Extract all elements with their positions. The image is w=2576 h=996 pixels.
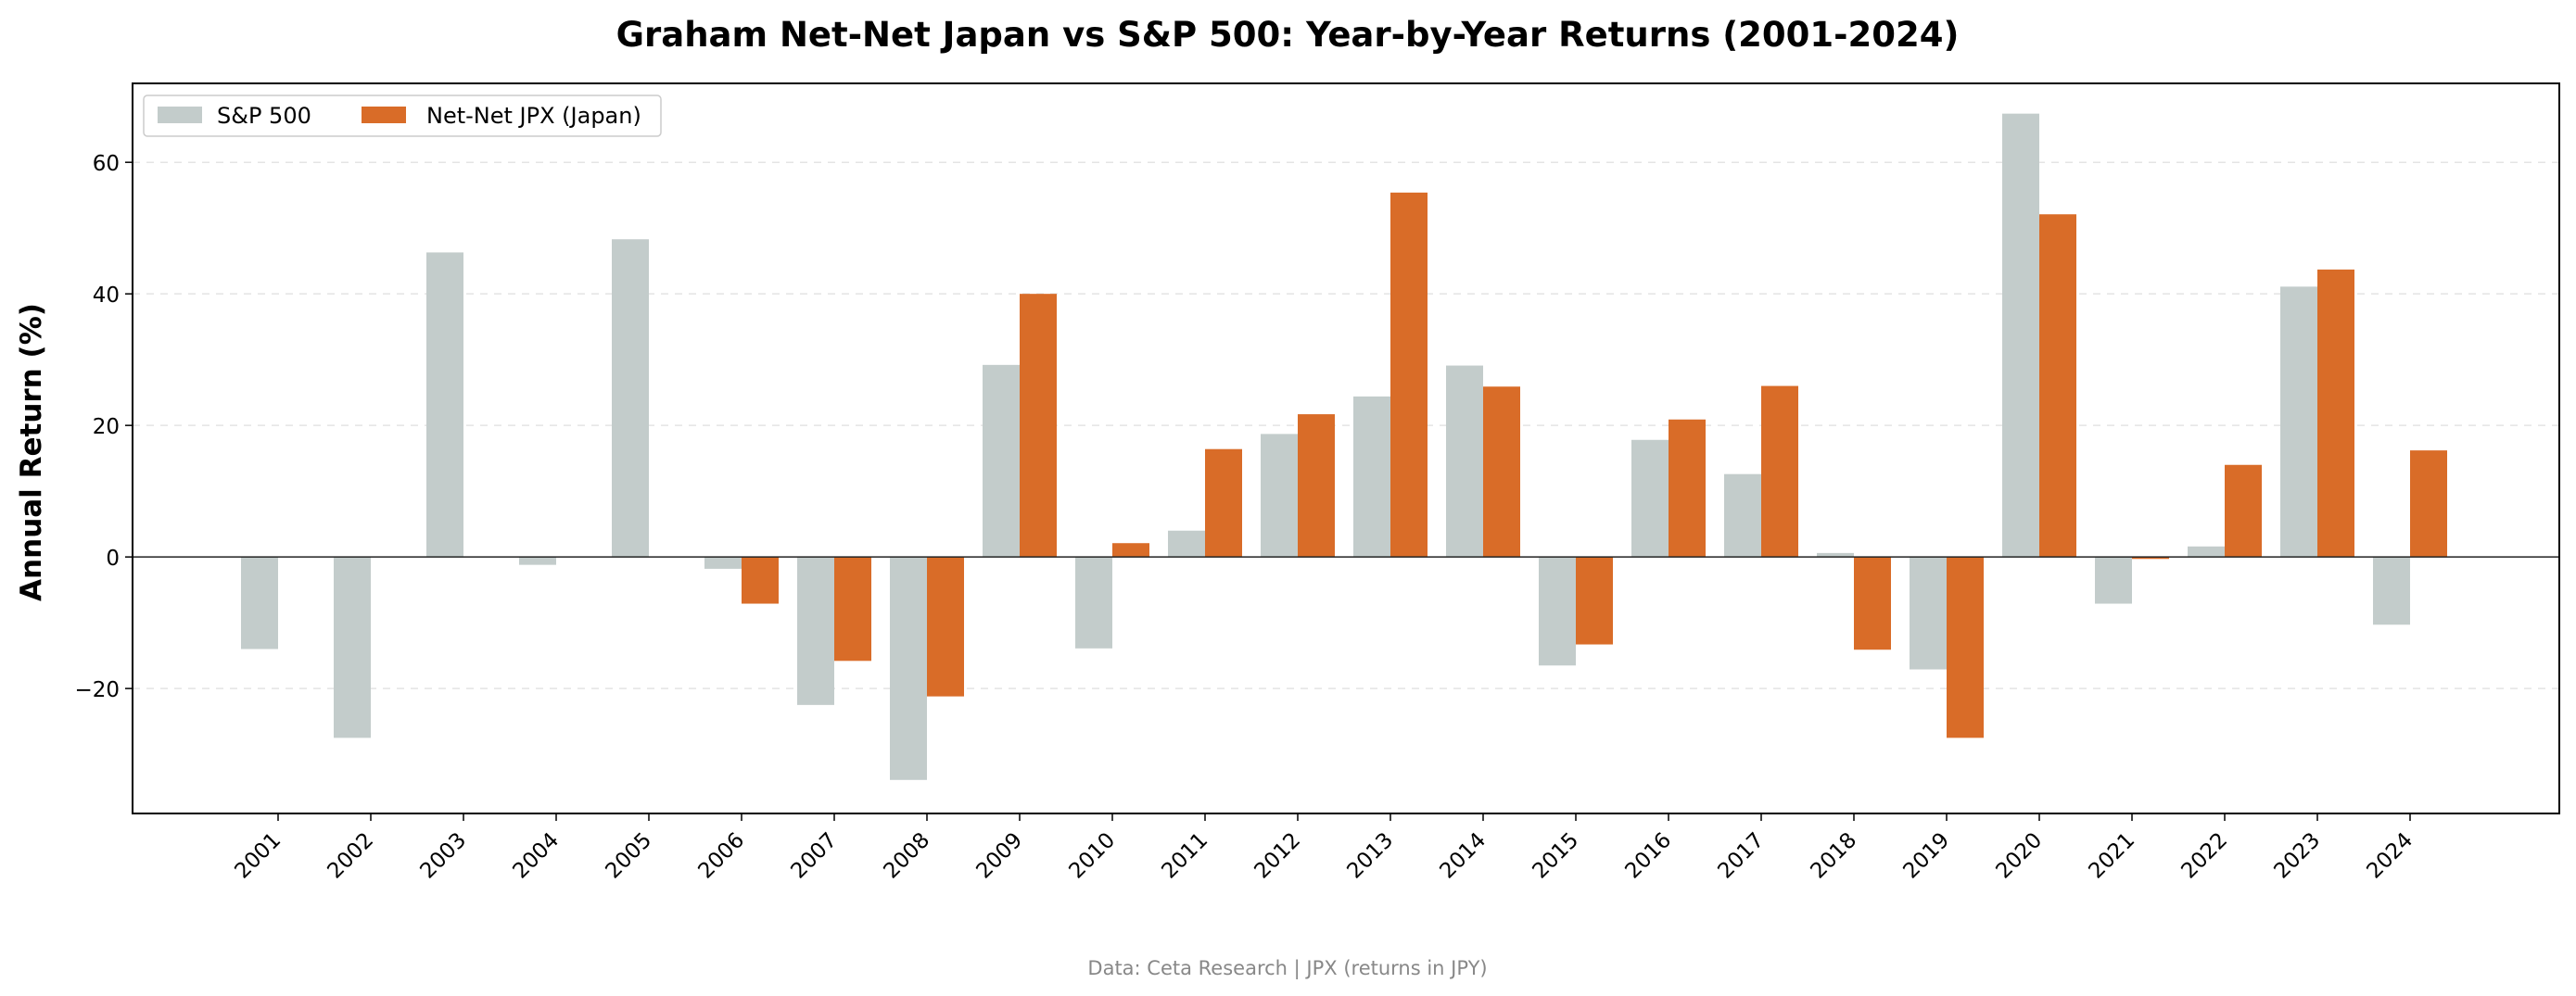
bar-sp500-2007	[797, 557, 834, 705]
bar-netnet-2016	[1669, 419, 1706, 558]
bar-sp500-2024	[2373, 557, 2410, 625]
bar-sp500-2001	[241, 557, 278, 649]
bar-sp500-2003	[426, 252, 463, 558]
y-tick-label: 20	[93, 415, 120, 439]
bar-sp500-2010	[1075, 557, 1112, 649]
legend: S&P 500 Net-Net JPX (Japan)	[143, 95, 662, 137]
bar-sp500-2016	[1631, 439, 1669, 558]
x-tick-label: 2016	[1620, 828, 1676, 884]
bar-sp500-2017	[1724, 473, 1761, 558]
x-tick-label: 2018	[1806, 828, 1861, 884]
bar-netnet-2011	[1205, 448, 1242, 558]
bar-sp500-2019	[1910, 557, 1947, 670]
x-tick-label: 2012	[1250, 828, 1305, 884]
source-note: Data: Ceta Research | JPX (returns in JP…	[1087, 957, 1487, 980]
bar-sp500-2012	[1261, 434, 1298, 558]
y-tick-label: 40	[93, 284, 120, 308]
x-tick-label: 2019	[1898, 828, 1954, 884]
bar-netnet-2009	[1020, 294, 1057, 558]
x-tick-label: 2022	[2176, 828, 2232, 884]
bar-netnet-2010	[1112, 543, 1149, 558]
legend-entry: S&P 500	[217, 103, 311, 129]
x-tick-label: 2024	[2362, 828, 2417, 884]
bar-sp500-2013	[1353, 396, 1390, 558]
bar-netnet-2023	[2317, 269, 2354, 558]
bar-sp500-2008	[890, 557, 927, 780]
bar-netnet-2018	[1854, 557, 1891, 650]
bar-sp500-2011	[1168, 530, 1205, 558]
legend-swatch	[362, 107, 406, 123]
bar-netnet-2021	[2132, 557, 2169, 560]
bar-sp500-2006	[704, 557, 742, 569]
x-tick-label: 2001	[230, 828, 286, 884]
bar-sp500-2005	[612, 239, 649, 558]
bar-sp500-2015	[1539, 557, 1576, 666]
bar-netnet-2022	[2225, 464, 2262, 558]
bar-netnet-2024	[2410, 450, 2447, 558]
x-tick-label: 2005	[601, 828, 656, 884]
x-tick-label: 2020	[1991, 828, 2047, 884]
bar-sp500-2009	[983, 364, 1020, 558]
x-tick-label: 2011	[1157, 828, 1212, 884]
bar-netnet-2012	[1298, 414, 1335, 558]
legend-swatch	[158, 107, 202, 123]
x-tick-label: 2015	[1528, 828, 1583, 884]
bar-netnet-2006	[742, 557, 779, 604]
bar-sp500-2004	[519, 557, 556, 565]
bar-sp500-2022	[2188, 546, 2225, 558]
bar-sp500-2002	[334, 557, 371, 738]
x-tick-label: 2010	[1064, 828, 1120, 884]
x-tick-label: 2017	[1713, 828, 1769, 884]
chart-title: Graham Net-Net Japan vs S&P 500: Year-by…	[616, 15, 1960, 55]
bar-netnet-2017	[1761, 385, 1798, 558]
x-tick-label: 2009	[971, 828, 1027, 884]
bar-sp500-2018	[1817, 552, 1854, 558]
x-tick-label: 2006	[693, 828, 749, 884]
x-tick-label: 2004	[508, 828, 564, 884]
bar-netnet-2013	[1390, 192, 1428, 558]
x-tick-label: 2008	[879, 828, 934, 884]
x-tick-label: 2021	[2084, 828, 2139, 884]
bar-netnet-2015	[1576, 557, 1613, 645]
x-tick-label: 2013	[1342, 828, 1398, 884]
y-axis-label: Annual Return (%)	[15, 303, 48, 601]
bar-netnet-2007	[834, 557, 871, 662]
y-tick-label: −20	[74, 678, 120, 702]
x-tick-label: 2007	[786, 828, 842, 884]
x-tick-label: 2002	[323, 828, 378, 884]
bar-netnet-2020	[2039, 214, 2076, 558]
bar-netnet-2019	[1947, 557, 1984, 738]
x-tick-label: 2014	[1435, 828, 1491, 884]
plot-frame	[132, 82, 2560, 814]
grid-lines	[133, 161, 2559, 689]
bar-netnet-2014	[1483, 386, 1520, 558]
legend-entry: Net-Net JPX (Japan)	[426, 103, 641, 129]
bar-sp500-2021	[2095, 557, 2132, 604]
bar-netnet-2008	[927, 557, 964, 697]
bar-sp500-2020	[2002, 113, 2039, 558]
y-tick-label: 0	[106, 547, 120, 571]
y-tick-label: 60	[93, 152, 120, 176]
bar-sp500-2023	[2280, 286, 2317, 558]
bars	[241, 113, 2447, 780]
x-tick-label: 2003	[415, 828, 471, 884]
bar-sp500-2014	[1446, 365, 1483, 558]
x-tick-label: 2023	[2269, 828, 2325, 884]
